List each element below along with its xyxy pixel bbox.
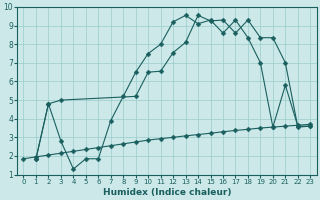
X-axis label: Humidex (Indice chaleur): Humidex (Indice chaleur)	[103, 188, 231, 197]
